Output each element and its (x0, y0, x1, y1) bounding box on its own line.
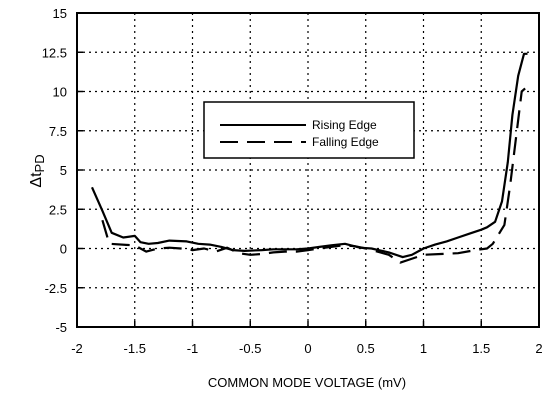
y-tick-label: 0 (60, 242, 67, 257)
x-tick-label: -1.5 (124, 341, 146, 356)
y-tick-label: 10 (53, 85, 67, 100)
y-axis-title-subscript: PD (32, 154, 47, 172)
series-layer (90, 52, 528, 264)
x-tick-label: 1.5 (472, 341, 490, 356)
y-tick-label: 5 (60, 163, 67, 178)
x-tick-label: 0.5 (357, 341, 375, 356)
y-tick-label: 2.5 (49, 202, 67, 217)
x-tick-label: -0.5 (239, 341, 261, 356)
series-line-falling-edge (101, 87, 526, 264)
y-tick-label: 12.5 (42, 45, 67, 60)
y-tick-label: -2.5 (45, 281, 67, 296)
x-tick-label: -2 (71, 341, 83, 356)
legend-label-falling: Falling Edge (312, 135, 379, 149)
series-line-rising-edge (90, 52, 528, 259)
legend-box (203, 101, 415, 159)
y-tick-label: -5 (55, 320, 67, 335)
axis-ticks: -2 -1.5 -1 -0.5 0 0.5 1 1.5 2 -5 -2.5 0 2.5 5 7.5 10 12.… (42, 6, 543, 356)
grid (77, 13, 539, 327)
y-axis-title: ΔtPD (28, 154, 47, 187)
y-axis-title-symbol: Δt (28, 172, 45, 188)
x-tick-label: 1 (420, 341, 427, 356)
legend-label-rising: Rising Edge (312, 118, 377, 132)
y-tick-label: 15 (53, 6, 67, 21)
x-tick-label: 0 (304, 341, 311, 356)
y-tick-label: 7.5 (49, 124, 67, 139)
x-tick-label: 2 (535, 341, 542, 356)
svg-text:ΔtPD: ΔtPD (28, 154, 47, 187)
x-tick-label: -1 (187, 341, 199, 356)
legend: Rising Edge Falling Edge (203, 101, 415, 159)
x-axis-title: COMMON MODE VOLTAGE (mV) (208, 375, 406, 390)
